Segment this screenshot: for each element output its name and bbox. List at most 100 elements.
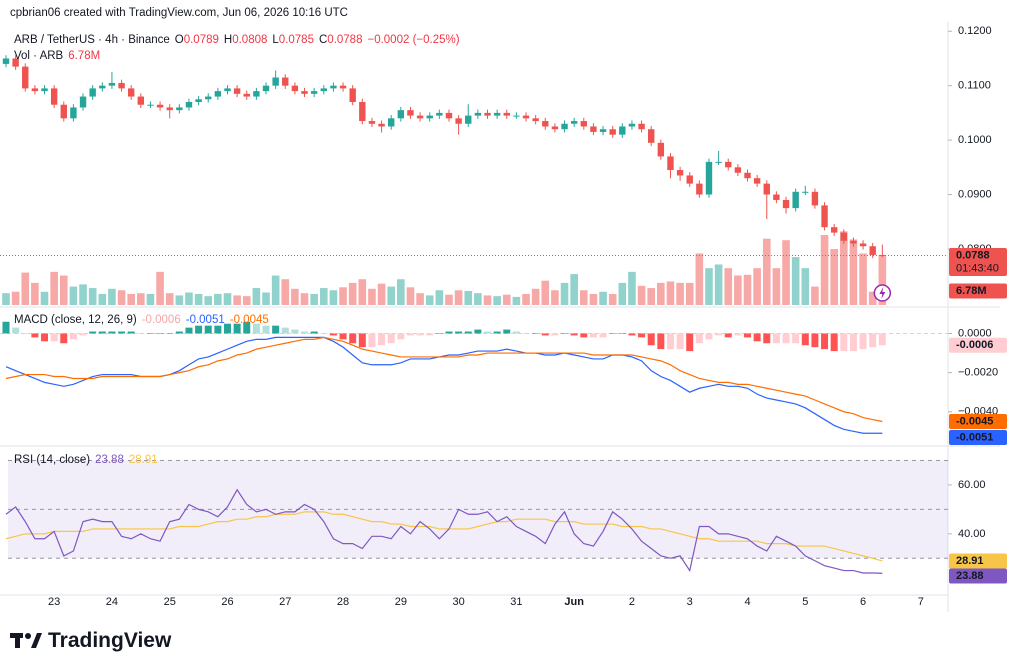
candle-body [628,123,636,127]
candle-body [2,58,10,64]
candle-body [445,112,453,119]
volume-bar [685,282,694,305]
macd-histogram-bar [368,333,376,348]
signal-badge [949,414,1007,430]
macd-histogram-bar [252,323,260,334]
volume-bar [628,271,636,305]
candle-body [99,85,106,89]
macd-histogram-bar [387,333,395,344]
candle-body [118,82,125,89]
candle-body [60,104,67,119]
macd-histogram-bar [185,327,193,334]
candle-body [50,88,58,105]
volume-bar [830,249,838,305]
volume-bar [724,268,733,305]
macd-badge [949,430,1007,446]
x-tick-label: 5 [802,596,808,608]
macd-histogram-bar [69,333,77,340]
price-legend: ARB / TetherUS · 4h · Binance O0.0789 H0… [14,34,460,46]
macd-histogram-bar [869,333,877,348]
macd-histogram-bar [792,333,800,344]
rsi-badge [949,568,1007,584]
candle-body [734,167,742,173]
macd-histogram-bar [406,333,414,336]
macd-histogram-bar [666,333,674,350]
candle-body [12,58,19,67]
macd-histogram-bar [233,323,241,334]
volume-bar [271,275,280,305]
volume-bar [791,257,800,305]
macd-histogram-bar [358,333,366,348]
ohlc: O0.0789 [175,34,219,46]
macd-histogram-bar [609,333,617,334]
ohlc: L0.0785 [272,34,314,46]
candle-body [763,183,770,195]
macd-histogram-bar [89,331,97,334]
candle-body [570,121,578,124]
candle-body [272,77,279,86]
x-tick-label: 2 [629,596,635,608]
volume-bar [541,280,550,305]
macd-histogram-bar [859,333,867,350]
candle-body [224,88,231,92]
macd-histogram-bar [734,333,742,336]
macd-histogram-bar [60,333,68,344]
candle-body [522,115,530,119]
macd-histogram-bar [329,333,337,336]
candle-body [619,126,626,135]
volume-bar [358,279,367,305]
volume-bar [291,288,299,305]
candle-body [416,115,424,119]
candle-body [513,115,520,117]
y-tick-label: −0.0020 [958,367,998,379]
brand: TradingView [48,629,172,652]
macd-histogram-bar [840,333,848,352]
volume-bar [782,240,790,305]
macd-histogram-bar [541,333,549,336]
candle-body [301,91,308,94]
candle-body [185,102,193,108]
macd-histogram-bar [98,331,106,334]
candle-body [108,82,116,86]
volume-bar [223,293,232,305]
volume-bar [695,253,704,305]
volume-bar [319,288,328,305]
macd-histogram-bar [512,331,520,334]
volume-bar [522,293,530,305]
last-price-badge-countdown: 01:43:40 [956,262,999,274]
x-tick-label: 7 [918,596,924,608]
volume-bar [531,288,540,305]
macd-histogram-bar [705,333,713,340]
candle-body [715,161,722,163]
candle-body [676,170,684,176]
volume-bar [425,295,434,305]
candle-body [599,129,607,132]
volume-bar [310,293,318,305]
hist-badge-label: -0.0006 [956,339,993,351]
volume-bar [31,282,39,305]
macd-histogram-bar [618,333,626,334]
macd-histogram-bar [638,333,646,338]
volume-bar [435,290,444,305]
volume-bar [69,286,78,305]
candle-body [811,191,819,206]
candle-body [407,110,414,116]
candle-body [127,88,135,97]
key: C [318,34,328,46]
volume-bar [474,293,482,305]
candle-body [782,199,790,209]
candle-body [802,191,809,193]
signal-value: -0.0045 [229,314,269,326]
volume-value: 6.78M [68,50,101,62]
candle-body [233,88,241,94]
macd-histogram-bar [493,331,501,334]
volume-bar [50,271,58,305]
candle-body [426,115,433,119]
volume-bar [637,285,646,305]
macd-histogram-bar [223,323,231,334]
macd-histogram-bar [214,325,222,334]
candle-body [79,96,87,108]
macd-histogram-bar [50,333,58,342]
signal-line [5,336,883,423]
y-tick-label: 0.0000 [958,327,992,339]
